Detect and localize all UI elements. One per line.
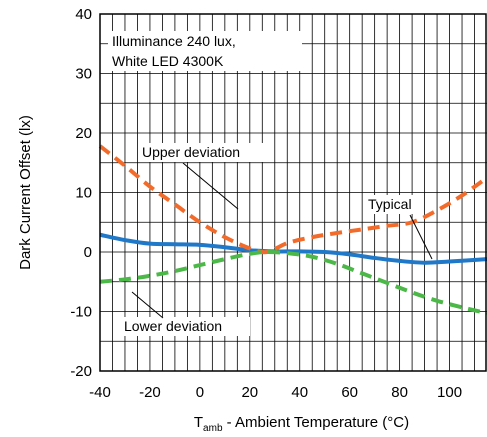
y-tick-label: 0 — [84, 244, 92, 261]
x-tick-label: 100 — [437, 384, 462, 401]
x-tick-label: -40 — [89, 384, 111, 401]
y-tick-labels: -20 -10 0 10 20 30 40 — [70, 6, 92, 380]
x-tick-label: -20 — [139, 384, 161, 401]
condition-note-line-1: Illuminance 240 lux, — [112, 33, 236, 49]
x-tick-labels: -40 -20 0 20 40 60 80 100 — [89, 384, 462, 401]
label-upper-deviation-leader — [182, 162, 239, 210]
grid — [100, 14, 487, 371]
condition-note: Illuminance 240 lux, White LED 4300K — [108, 31, 302, 71]
y-tick-label: -10 — [70, 304, 92, 321]
label-lower-deviation: Lower deviation — [120, 291, 250, 336]
y-tick-label: -20 — [70, 363, 92, 380]
y-axis-title: Dark Current Offset (lx) — [17, 115, 34, 270]
x-tick-label: 60 — [341, 384, 358, 401]
x-axis-title-subscript: amb — [203, 423, 223, 434]
series-upper-deviation — [98, 144, 487, 255]
x-tick-label: 20 — [241, 384, 258, 401]
series-layer — [98, 144, 487, 316]
label-typical-text: Typical — [368, 196, 412, 212]
label-lower-deviation-text: Lower deviation — [124, 318, 222, 334]
condition-note-background — [108, 31, 302, 71]
label-upper-deviation: Upper deviation — [138, 143, 264, 210]
plot-frame — [99, 13, 487, 372]
y-tick-label: 30 — [75, 66, 92, 83]
label-lower-deviation-leader — [131, 291, 164, 319]
label-upper-deviation-text: Upper deviation — [142, 144, 240, 160]
series-typical — [99, 232, 487, 265]
label-typical: Typical — [364, 195, 433, 260]
x-tick-label: 0 — [196, 384, 204, 401]
y-tick-label: 10 — [75, 185, 92, 202]
label-typical-background — [364, 195, 422, 214]
condition-note-line-2: White LED 4300K — [112, 53, 224, 69]
series-lower-deviation — [99, 249, 487, 316]
x-axis-title: Tamb - Ambient Temperature (°C) — [194, 414, 409, 434]
y-tick-label: 20 — [75, 125, 92, 142]
x-tick-label: 80 — [391, 384, 408, 401]
label-upper-deviation-background — [138, 143, 264, 162]
label-lower-deviation-background — [120, 317, 250, 336]
x-tick-label: 40 — [291, 384, 308, 401]
label-typical-leader — [409, 214, 433, 260]
x-axis-title-symbol: T — [194, 414, 203, 431]
y-tick-label: 40 — [75, 6, 92, 23]
x-axis-title-rest: - Ambient Temperature (°C) — [223, 414, 410, 431]
